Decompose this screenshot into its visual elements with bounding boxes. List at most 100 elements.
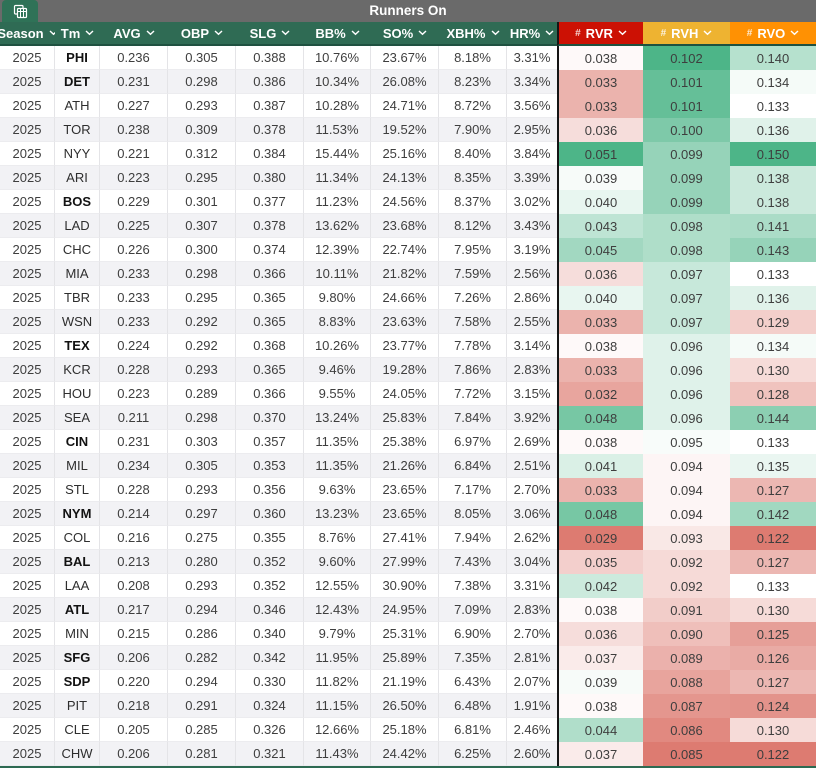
cell-rvr: 0.035: [557, 550, 643, 574]
cell-xbh: 6.81%: [439, 718, 507, 742]
cell-season: 2025: [0, 742, 55, 766]
cell-xbh: 8.05%: [439, 502, 507, 526]
cell-rvo: 0.129: [730, 310, 816, 334]
cell-slg: 0.346: [236, 598, 304, 622]
cell-xbh: 7.43%: [439, 550, 507, 574]
cell-hr: 3.31%: [507, 574, 557, 598]
cell-xbh: 8.12%: [439, 214, 507, 238]
chevron-down-icon[interactable]: [214, 30, 223, 36]
cell-team: MIL: [55, 454, 100, 478]
cell-hr: 2.86%: [507, 286, 557, 310]
cell-season: 2025: [0, 694, 55, 718]
cell-xbh: 7.72%: [439, 382, 507, 406]
cell-season: 2025: [0, 502, 55, 526]
cell-hr: 2.83%: [507, 598, 557, 622]
col-header-slg[interactable]: SLG: [236, 22, 304, 46]
chevron-down-icon[interactable]: [146, 30, 155, 36]
cell-avg: 0.223: [100, 382, 168, 406]
cell-season: 2025: [0, 574, 55, 598]
cell-slg: 0.370: [236, 406, 304, 430]
cell-hr: 2.81%: [507, 646, 557, 670]
cell-so: 24.66%: [371, 286, 439, 310]
cell-bb: 12.39%: [304, 238, 371, 262]
cell-team: BAL: [55, 550, 100, 574]
cell-rvo: 0.128: [730, 382, 816, 406]
chevron-down-icon[interactable]: [418, 30, 427, 36]
chevron-down-icon[interactable]: [790, 30, 799, 36]
cell-rvh: 0.096: [643, 382, 730, 406]
cell-bb: 8.76%: [304, 526, 371, 550]
cell-team: DET: [55, 70, 100, 94]
chevron-down-icon[interactable]: [491, 30, 500, 36]
cell-team: HOU: [55, 382, 100, 406]
cell-team: NYY: [55, 142, 100, 166]
cell-avg: 0.211: [100, 406, 168, 430]
cell-season: 2025: [0, 310, 55, 334]
col-header-rvo[interactable]: # RVO: [730, 22, 816, 46]
cell-rvo: 0.126: [730, 646, 816, 670]
col-header-obp[interactable]: OBP: [168, 22, 236, 46]
cell-rvh: 0.094: [643, 502, 730, 526]
cell-rvr: 0.033: [557, 310, 643, 334]
cell-slg: 0.326: [236, 718, 304, 742]
cell-team: CIN: [55, 430, 100, 454]
cell-so: 23.67%: [371, 46, 439, 70]
chevron-down-icon[interactable]: [618, 30, 627, 36]
cell-hr: 2.55%: [507, 310, 557, 334]
cell-rvo: 0.142: [730, 502, 816, 526]
col-header-xbh[interactable]: XBH%: [439, 22, 507, 46]
cell-slg: 0.357: [236, 430, 304, 454]
cell-so: 24.05%: [371, 382, 439, 406]
cell-rvh: 0.097: [643, 310, 730, 334]
chevron-down-icon[interactable]: [85, 30, 94, 36]
col-label: RVO: [757, 25, 786, 41]
cell-so: 19.52%: [371, 118, 439, 142]
chevron-down-icon[interactable]: [351, 30, 360, 36]
cell-avg: 0.218: [100, 694, 168, 718]
cell-rvo: 0.124: [730, 694, 816, 718]
cell-so: 23.77%: [371, 334, 439, 358]
cell-bb: 11.15%: [304, 694, 371, 718]
cell-rvh: 0.097: [643, 262, 730, 286]
col-header-so[interactable]: SO%: [371, 22, 439, 46]
chevron-down-icon[interactable]: [49, 30, 55, 36]
cell-obp: 0.293: [168, 94, 236, 118]
cell-xbh: 7.90%: [439, 118, 507, 142]
col-header-rvh[interactable]: # RVH: [643, 22, 730, 46]
cell-rvo: 0.134: [730, 70, 816, 94]
cell-rvh: 0.092: [643, 574, 730, 598]
cell-avg: 0.223: [100, 166, 168, 190]
cell-rvo: 0.133: [730, 574, 816, 598]
cell-xbh: 6.25%: [439, 742, 507, 766]
cell-team: SEA: [55, 406, 100, 430]
col-header-rvr[interactable]: # RVR: [557, 22, 643, 46]
chevron-down-icon[interactable]: [545, 30, 554, 36]
cell-season: 2025: [0, 214, 55, 238]
cell-season: 2025: [0, 190, 55, 214]
col-header-bb[interactable]: BB%: [304, 22, 371, 46]
cell-so: 21.19%: [371, 670, 439, 694]
cell-season: 2025: [0, 598, 55, 622]
cell-slg: 0.365: [236, 310, 304, 334]
col-header-season[interactable]: Season: [0, 22, 55, 46]
col-header-tm[interactable]: Tm: [55, 22, 100, 46]
cell-obp: 0.305: [168, 46, 236, 70]
cell-team: COL: [55, 526, 100, 550]
cell-xbh: 7.17%: [439, 478, 507, 502]
cell-bb: 13.23%: [304, 502, 371, 526]
cell-rvo: 0.144: [730, 406, 816, 430]
table-tab[interactable]: [2, 0, 38, 22]
cell-avg: 0.224: [100, 334, 168, 358]
cell-hr: 2.60%: [507, 742, 557, 766]
chevron-down-icon[interactable]: [703, 30, 712, 36]
cell-obp: 0.301: [168, 190, 236, 214]
col-header-avg[interactable]: AVG: [100, 22, 168, 46]
col-header-hr[interactable]: HR%: [507, 22, 557, 46]
cell-so: 23.65%: [371, 478, 439, 502]
chevron-down-icon[interactable]: [281, 30, 290, 36]
cell-rvr: 0.038: [557, 430, 643, 454]
cell-obp: 0.298: [168, 70, 236, 94]
cell-hr: 2.56%: [507, 262, 557, 286]
cell-team: CLE: [55, 718, 100, 742]
